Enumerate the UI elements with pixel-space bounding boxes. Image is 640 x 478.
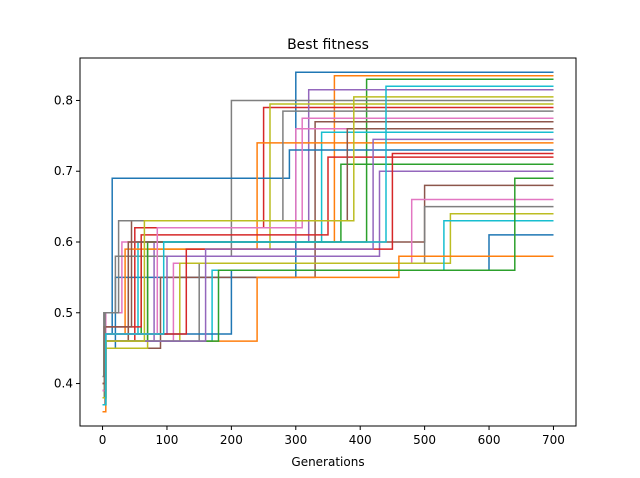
x-tick-label: 100 <box>156 433 179 447</box>
series-line-5 <box>102 89 554 399</box>
x-axis: 0 100 200 300 400 500 600 700 <box>99 426 565 447</box>
x-tick-label: 400 <box>349 433 372 447</box>
series-line-29 <box>102 96 554 399</box>
series-line-8 <box>102 99 554 378</box>
x-tick-label: 300 <box>284 433 307 447</box>
x-tick-label: 0 <box>99 433 107 447</box>
chart-title: Best fitness <box>287 37 369 53</box>
y-tick-label: 0.6 <box>54 235 73 249</box>
y-tick-label: 0.8 <box>54 93 73 107</box>
series-line-20 <box>102 220 554 399</box>
x-axis-title: Generations <box>291 455 364 469</box>
y-axis: 0.4 0.5 0.6 0.7 0.8 <box>54 93 80 391</box>
series-line-21 <box>102 234 554 399</box>
x-tick-label: 700 <box>542 433 565 447</box>
series-lines <box>102 71 554 413</box>
x-tick-label: 500 <box>413 433 436 447</box>
series-line-30 <box>102 85 554 406</box>
y-tick-label: 0.7 <box>54 164 73 178</box>
series-line-14 <box>102 156 554 392</box>
series-line-9 <box>102 103 554 406</box>
x-tick-label: 600 <box>478 433 501 447</box>
y-tick-label: 0.4 <box>54 377 73 391</box>
series-line-18 <box>102 205 554 406</box>
series-line-4 <box>102 106 554 399</box>
y-tick-label: 0.5 <box>54 306 73 320</box>
x-tick-label: 200 <box>220 433 243 447</box>
